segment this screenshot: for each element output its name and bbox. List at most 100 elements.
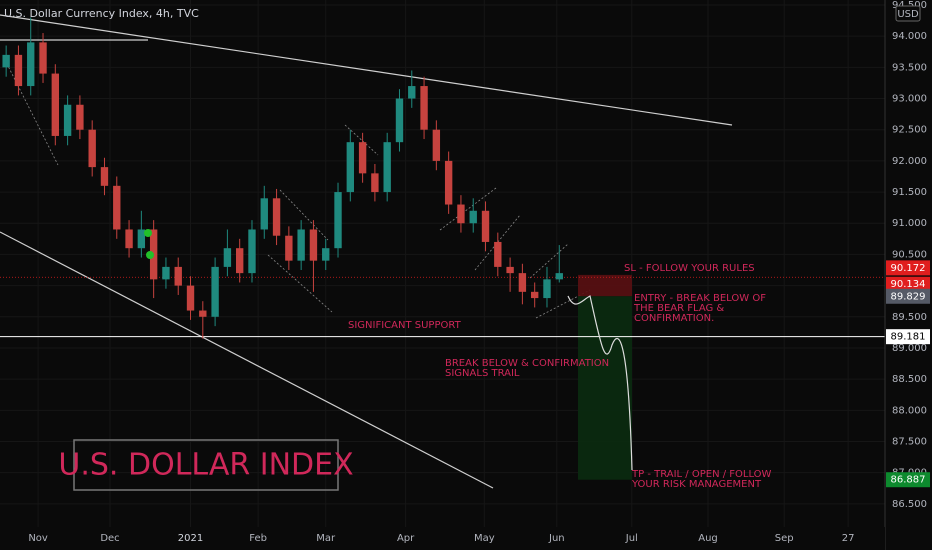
annotation: YOUR RISK MANAGEMENT [631,479,762,490]
y-tick-label: 93.000 [892,94,927,105]
candle-body [285,235,293,261]
y-tick-label: 87.500 [892,436,927,447]
currency-badge [895,5,921,22]
candle-body [297,229,305,261]
x-tick-label: Aug [698,533,718,544]
candle-body [543,279,551,299]
candle-body [27,42,35,87]
channel [529,243,569,279]
candle-body [371,173,379,193]
candle-body [137,229,146,249]
candle-body [272,198,281,236]
position-zones [0,274,885,480]
candle-body [358,142,367,174]
x-tick-label: Jun [548,533,565,544]
x-tick-label: Dec [100,533,119,544]
annotation: SL - FOLLOW YOUR RULES [624,263,755,274]
candle-body [432,129,441,161]
candle-body [322,248,330,261]
annotations: SL - FOLLOW YOUR RULES ENTRY - BREAK BELO… [348,263,772,490]
upper-trendline [0,14,733,126]
chart-title: U.S. Dollar Currency Index, 4h, TVC [4,7,199,20]
candle-body [199,310,207,317]
price-label: 89.181 [891,332,926,343]
candle-body [63,104,72,136]
y-tick-label: 92.000 [892,156,927,167]
candle-body [420,86,428,130]
candle-body [395,98,404,143]
candle-body [39,42,47,74]
annotation: THE BEAR FLAG & [633,303,724,314]
candle-body [518,273,527,292]
candle-body [334,192,342,249]
banner: U.S. DOLLAR INDEX [58,448,353,483]
candle-body [113,185,121,230]
candle-body [309,229,318,261]
price-label: 90.172 [891,263,926,274]
y-tick-label: 89.500 [892,312,927,323]
y-tick-label: 86.500 [892,499,927,510]
y-tick-label: 91.000 [892,218,927,229]
y-tick-label: 94.500 [892,0,927,11]
y-tick-label: 88.500 [892,374,927,385]
y-tick-label: 90.500 [892,249,927,260]
lower-trendline [0,231,494,489]
x-tick-label: Mar [316,533,336,544]
candle-body [186,285,195,311]
y-tick-label: 88.000 [892,405,927,416]
y-tick-label: 92.500 [892,125,927,136]
candle-body [383,142,391,193]
candle-body [2,54,10,68]
time-axis [0,527,885,550]
x-tick-label: May [474,533,495,544]
price-label: 89.829 [891,291,926,302]
price-label: 86.887 [891,475,926,486]
candle-body [100,167,109,186]
annotation: CONFIRMATION. [634,313,714,324]
candle-body [444,160,453,205]
candle-body [14,54,23,87]
candle-body [236,248,244,274]
candle-body [76,104,84,130]
price-label: 90.134 [891,279,926,290]
x-tick-label: Jul [625,533,638,544]
candle-body [494,241,502,267]
banner-box [73,439,339,491]
stop-zone [578,274,632,297]
annotation: TP - TRAIL / OPEN / FOLLOW [631,469,772,480]
candle-body [174,266,182,286]
axes: 86.50087.00087.50088.00088.50089.00089.5… [28,0,930,544]
y-tick-label: 89.000 [892,343,927,354]
x-tick-label: 2021 [178,533,203,544]
marker-dot [144,229,152,237]
candle-body [555,273,563,280]
channel [344,124,379,156]
candle-body [457,204,465,224]
marker-dot [146,251,154,259]
candle-body [211,266,219,317]
channel [279,189,329,241]
candle-body [51,73,59,136]
y-tick-label: 93.500 [892,62,927,73]
projection-path [567,295,633,471]
x-tick-label: Sep [775,533,794,544]
x-tick-label: Feb [249,533,267,544]
x-tick-label: Nov [28,533,48,544]
y-tick-label: 91.500 [892,187,927,198]
price-label-box [886,276,930,292]
x-tick-label: 27 [842,533,855,544]
candle-body [506,266,514,274]
x-tick-label: Apr [397,533,415,544]
candle-body [481,210,490,242]
target-zone [578,296,632,480]
candle-body [408,86,416,99]
price-label-box [886,329,930,345]
annotation: ENTRY - BREAK BELOW OF [634,293,766,304]
channels [4,59,591,319]
candle-body [260,198,268,230]
annotation: SIGNALS TRAIL [445,368,520,379]
candle-body [223,248,232,267]
annotation: BREAK BELOW & CONFIRMATION [445,358,609,369]
candle-body [469,210,477,224]
candle-body [346,142,354,193]
